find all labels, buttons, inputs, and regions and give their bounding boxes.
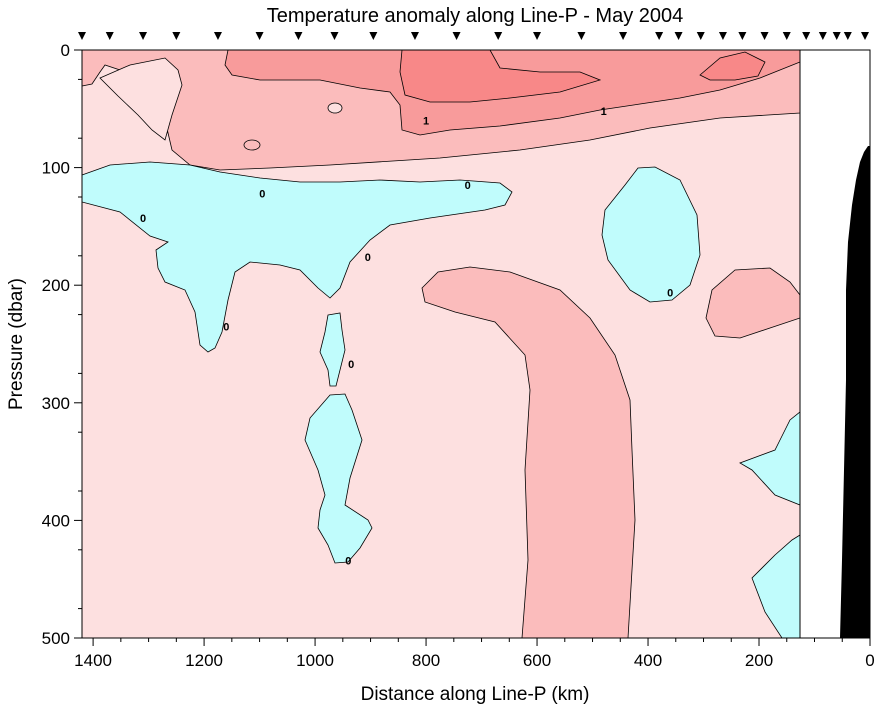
plot-area (81, 49, 871, 639)
field-small-oval-2 (243, 139, 261, 151)
station-marker (369, 32, 378, 40)
station-marker (255, 32, 264, 40)
field-cold-column-upper (319, 312, 346, 387)
station-marker (832, 32, 841, 40)
x-axis-title: Distance along Line-P (km) (361, 684, 590, 705)
x-tick-label: 600 (523, 651, 551, 670)
contour-label: 0 (465, 180, 471, 192)
contour-label: 0 (223, 321, 229, 333)
x-tick-label: 1400 (74, 651, 112, 670)
station-marker (452, 32, 461, 40)
y-axis-title: Pressure (dbar) (6, 278, 27, 410)
station-marker (213, 32, 222, 40)
field-warm-tongue (421, 266, 636, 639)
y-tick-label: 400 (42, 511, 70, 530)
station-marker (172, 32, 181, 40)
station-marker (294, 32, 303, 40)
field-small-oval-1 (327, 102, 343, 114)
field-hottest-core (399, 49, 602, 103)
contour-label: 1 (601, 106, 607, 118)
station-marker (410, 32, 419, 40)
field-cold-oval (601, 166, 701, 303)
y-tick-label: 200 (42, 276, 70, 295)
station-marker (330, 32, 339, 40)
station-markers (78, 32, 869, 40)
contour-label: 0 (667, 287, 673, 299)
station-marker (843, 32, 852, 40)
plot-frame (81, 49, 871, 639)
station-marker (105, 32, 114, 40)
station-marker (619, 32, 628, 40)
station-marker (78, 32, 86, 40)
chart-title: Temperature anomaly along Line-P - May 2… (267, 5, 684, 27)
station-marker (696, 32, 705, 40)
station-marker (494, 32, 503, 40)
x-tick-label: 800 (412, 651, 440, 670)
station-marker (802, 32, 811, 40)
station-marker (533, 32, 542, 40)
x-axis: 1400 1200 1000 800 600 400 200 0 (74, 638, 875, 670)
contour-label: 0 (348, 359, 354, 371)
field-light-nose (99, 57, 183, 141)
contour-label: 0 (259, 188, 265, 200)
y-tick-label: 500 (42, 629, 70, 648)
station-marker (718, 32, 727, 40)
x-tick-label: 1200 (185, 651, 223, 670)
station-marker (674, 32, 683, 40)
field-hot-spot-right (699, 51, 766, 81)
field-cold-tongue (81, 161, 513, 353)
x-tick-label: 0 (865, 651, 874, 670)
y-tick-label: 300 (42, 394, 70, 413)
station-marker (655, 32, 664, 40)
x-tick-label: 1000 (296, 651, 334, 670)
y-tick-label: 0 (61, 41, 70, 60)
y-axis: 0 100 200 300 400 500 (42, 41, 82, 648)
contour-label: 0 (140, 213, 146, 225)
field-cold-column-lower (304, 393, 373, 564)
x-tick-label: 200 (745, 651, 773, 670)
bathymetry-slope (840, 146, 870, 638)
station-marker (577, 32, 586, 40)
y-tick-label: 100 (42, 159, 70, 178)
contour-labels: 1 1 0 0 0 0 0 0 0 0 (140, 106, 673, 567)
station-marker (738, 32, 747, 40)
station-marker (760, 32, 769, 40)
contour-label: 0 (345, 555, 351, 567)
x-tick-label: 400 (634, 651, 662, 670)
station-marker (818, 32, 827, 40)
field-cold-right-mid (739, 411, 801, 506)
contour-label: 1 (423, 116, 429, 128)
station-marker (782, 32, 791, 40)
field-warm-right-blob (705, 267, 801, 339)
station-marker (139, 32, 148, 40)
station-marker (861, 32, 869, 40)
contour-label: 0 (365, 252, 371, 264)
